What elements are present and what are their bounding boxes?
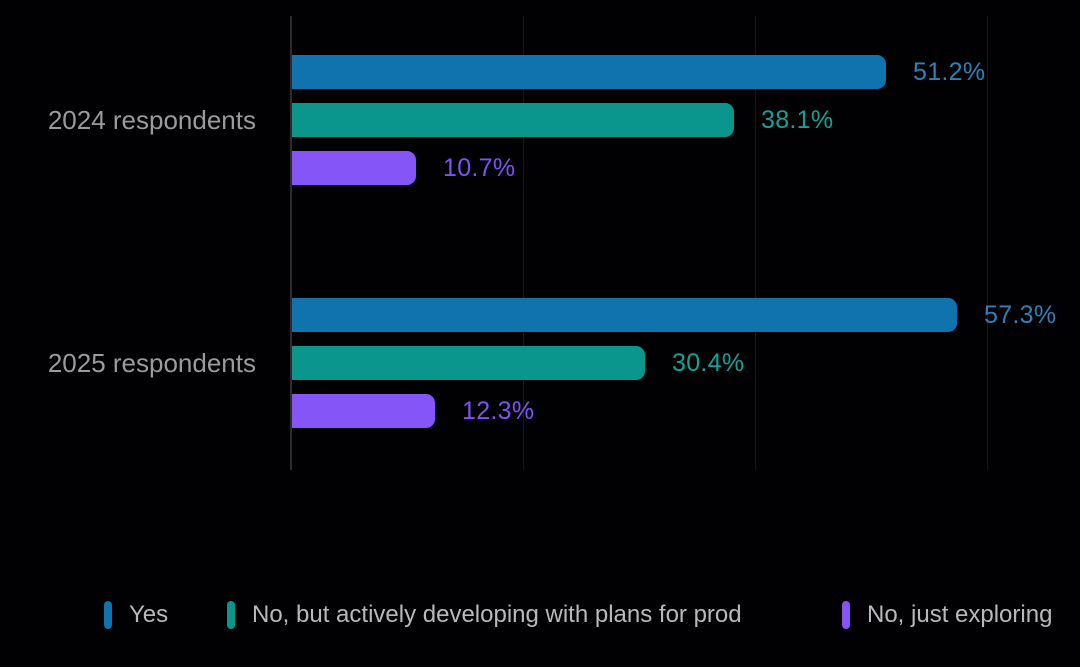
- bar-2025-yes: [292, 298, 957, 332]
- gridline-60: [987, 16, 988, 470]
- legend-item-yes: Yes: [104, 600, 168, 630]
- legend-marker-yes-icon: [104, 601, 112, 629]
- legend-label-developing: No, but actively developing with plans f…: [252, 601, 742, 628]
- legend-marker-developing-icon: [227, 601, 235, 629]
- legend-label-exploring: No, just exploring: [867, 601, 1053, 628]
- category-label-2024: 2024 respondents: [47, 105, 256, 135]
- legend-item-developing: No, but actively developing with plans f…: [227, 600, 742, 630]
- value-label-2024-yes: 51.2%: [913, 58, 986, 86]
- bar-2025-exploring: [292, 394, 435, 428]
- value-label-2024-exploring: 10.7%: [443, 154, 516, 182]
- bar-2024-yes: [292, 55, 886, 89]
- value-label-2025-developing: 30.4%: [672, 349, 745, 377]
- legend-marker-exploring-icon: [842, 601, 850, 629]
- value-label-2025-yes: 57.3%: [984, 301, 1057, 329]
- value-label-2024-developing: 38.1%: [761, 106, 834, 134]
- gridline-20: [523, 16, 524, 470]
- y-axis-line: [290, 16, 292, 470]
- bar-2024-developing: [292, 103, 734, 137]
- legend-label-yes: Yes: [129, 601, 169, 628]
- value-label-2025-exploring: 12.3%: [462, 397, 535, 425]
- gridline-40: [755, 16, 756, 470]
- category-label-2025: 2025 respondents: [47, 348, 256, 378]
- legend-item-exploring: No, just exploring: [842, 600, 1052, 630]
- bar-2025-developing: [292, 346, 645, 380]
- bar-2024-exploring: [292, 151, 416, 185]
